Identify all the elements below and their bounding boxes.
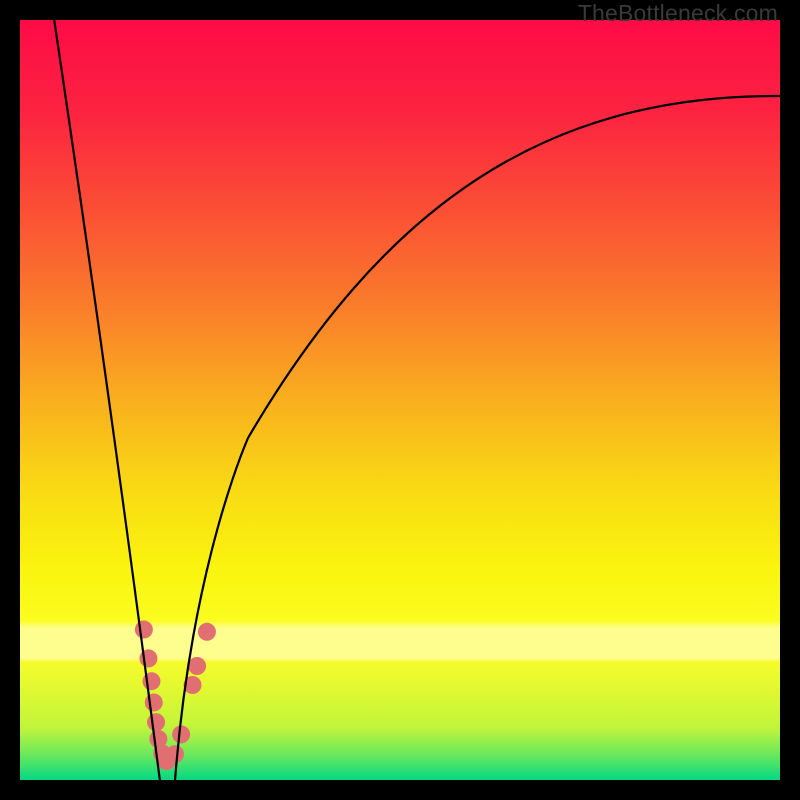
data-marker (172, 725, 190, 743)
data-marker (166, 745, 184, 763)
chart-background (20, 20, 780, 780)
chart-plot (20, 20, 780, 780)
data-marker (147, 713, 165, 731)
data-marker (188, 657, 206, 675)
data-marker (135, 621, 153, 639)
data-marker (145, 693, 163, 711)
watermark-text: TheBottleneck.com (578, 0, 778, 27)
data-marker (198, 623, 216, 641)
